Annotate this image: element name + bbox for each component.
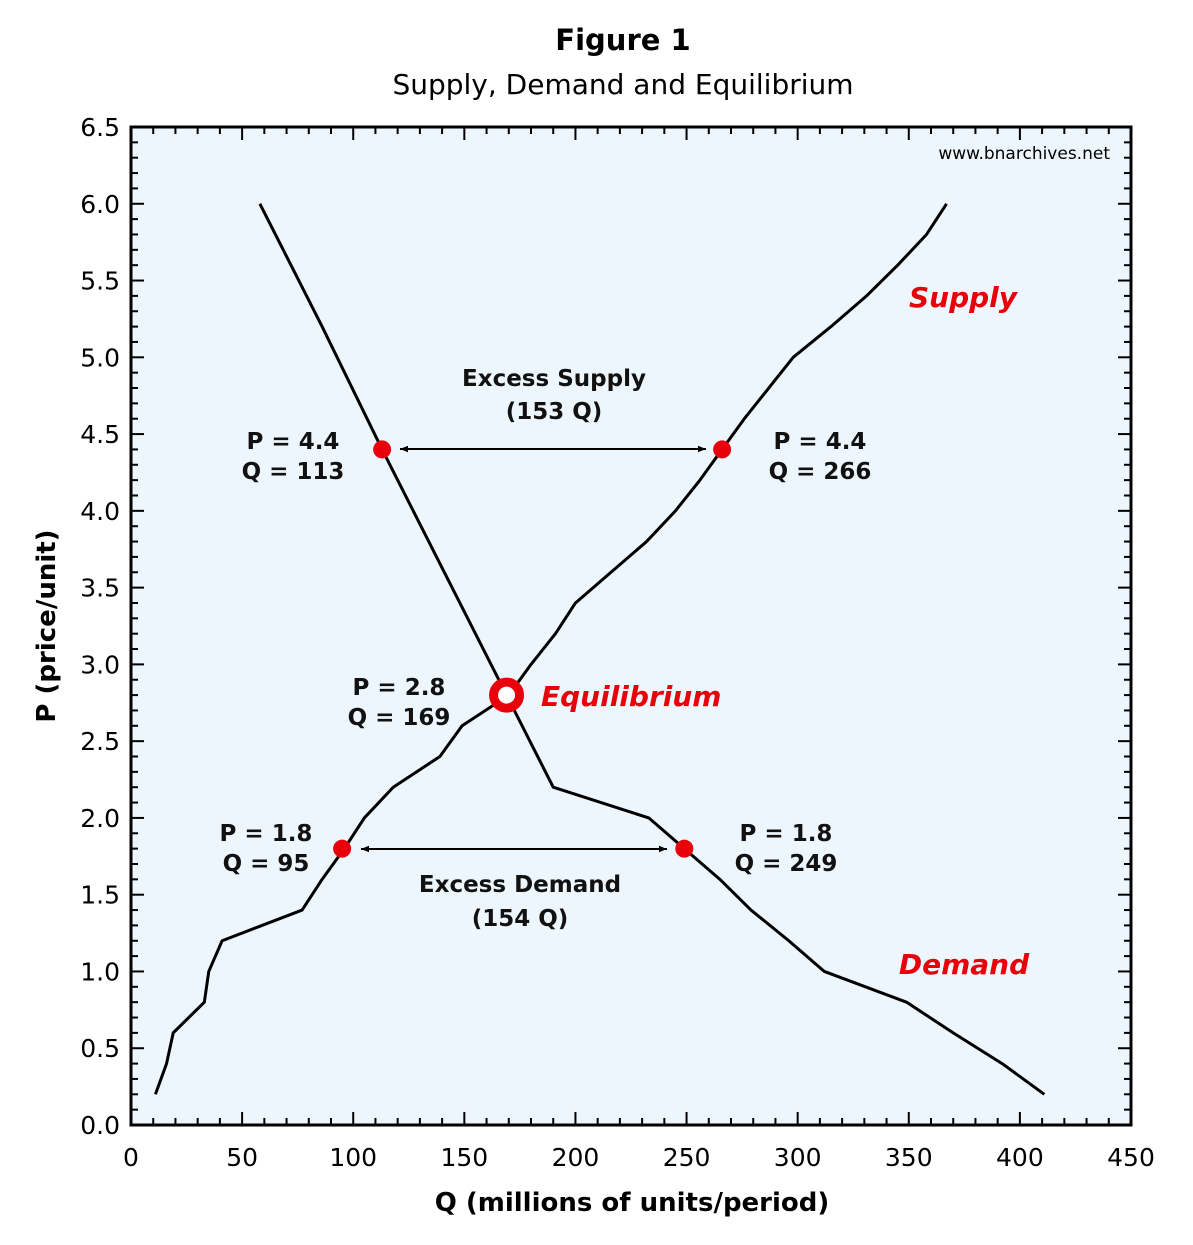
equilibrium-marker xyxy=(489,677,525,713)
y-tick-label: 5.5 xyxy=(80,267,120,296)
y-tick-label: 6.5 xyxy=(80,113,120,142)
supply-curve xyxy=(154,202,948,1095)
demand-curve-label: Demand xyxy=(899,948,1030,981)
y-tick-label: 5.0 xyxy=(80,343,120,372)
y-tick-label: 0.5 xyxy=(80,1034,120,1063)
price-point-marker xyxy=(373,440,392,459)
demand-curve xyxy=(258,203,1046,1096)
price-point-marker xyxy=(675,839,694,858)
x-tick-label: 350 xyxy=(885,1143,933,1172)
y-tick-label: 2.0 xyxy=(80,804,120,833)
chart-subtitle: Supply, Demand and Equilibrium xyxy=(392,68,853,101)
point-label-q: Q = 249 xyxy=(735,851,838,877)
excess-supply-label: Excess Supply xyxy=(462,366,646,392)
x-tick-label: 150 xyxy=(440,1143,488,1172)
point-label-p: P = 1.8 xyxy=(220,821,313,847)
y-tick-label: 2.5 xyxy=(80,727,120,756)
y-tick-label: 3.0 xyxy=(80,650,120,679)
price-point-marker xyxy=(333,839,352,858)
watermark: www.bnarchives.net xyxy=(938,144,1110,164)
point-label-q: Q = 266 xyxy=(769,459,872,485)
excess-supply-amount: (153 Q) xyxy=(506,399,603,425)
excess-demand-label: Excess Demand xyxy=(419,872,621,898)
x-tick-label: 450 xyxy=(1107,1143,1155,1172)
y-tick-label: 4.0 xyxy=(80,497,120,526)
point-label-p: P = 4.4 xyxy=(247,429,340,455)
point-label-p: P = 4.4 xyxy=(774,429,867,455)
plot-area xyxy=(129,125,1133,1127)
point-label-q: Q = 95 xyxy=(223,851,310,877)
x-tick-label: 200 xyxy=(552,1143,600,1172)
point-label-p: P = 1.8 xyxy=(740,821,833,847)
equilibrium-label: Equilibrium xyxy=(541,680,721,713)
x-tick-label: 250 xyxy=(663,1143,711,1172)
x-tick-label: 100 xyxy=(329,1143,377,1172)
excess-demand-amount: (154 Q) xyxy=(472,906,569,932)
y-axis-label: P (price/unit) xyxy=(32,529,62,722)
point-label-q: Q = 113 xyxy=(242,459,345,485)
y-tick-label: 6.0 xyxy=(80,190,120,219)
x-tick-label: 400 xyxy=(996,1143,1044,1172)
equilibrium-label-p: P = 2.8 xyxy=(353,675,446,701)
chart-title: Figure 1 xyxy=(555,23,690,57)
x-axis-label: Q (millions of units/period) xyxy=(435,1188,830,1218)
y-tick-label: 1.5 xyxy=(80,881,120,910)
supply-curve-label: Supply xyxy=(909,281,1019,314)
equilibrium-label-q: Q = 169 xyxy=(348,705,451,731)
y-tick-label: 1.0 xyxy=(80,957,120,986)
y-tick-label: 0.0 xyxy=(80,1111,120,1140)
x-tick-label: 0 xyxy=(123,1143,139,1172)
price-point-marker xyxy=(713,440,732,459)
y-tick-label: 4.5 xyxy=(80,420,120,449)
x-tick-label: 50 xyxy=(226,1143,258,1172)
y-tick-label: 3.5 xyxy=(80,574,120,603)
x-tick-label: 300 xyxy=(774,1143,822,1172)
